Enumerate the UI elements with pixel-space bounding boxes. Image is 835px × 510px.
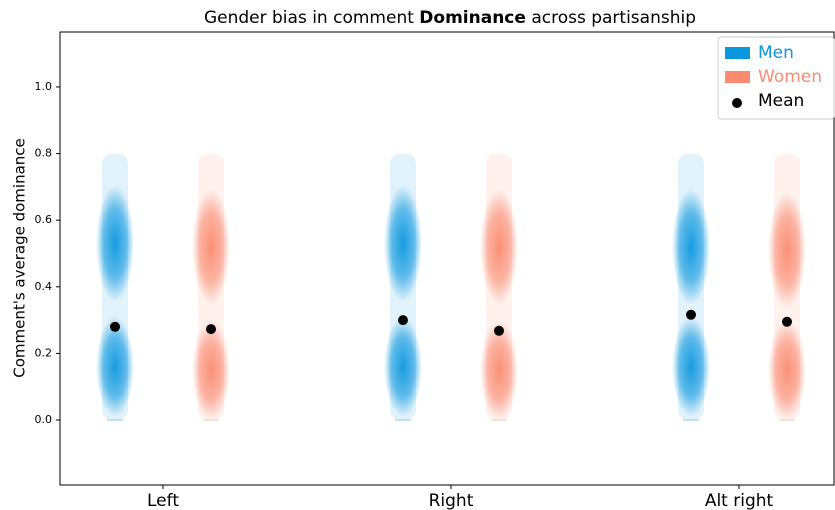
y-tick-label: 1.0	[35, 80, 53, 93]
cloud-density	[480, 188, 518, 305]
mean-dot	[686, 309, 696, 320]
legend-mean-dot	[732, 98, 742, 108]
chart-title: Gender bias in comment Dominance across …	[204, 8, 696, 28]
x-tick-label: Right	[429, 491, 474, 510]
legend-label: Mean	[758, 91, 804, 111]
cloud-density	[192, 188, 230, 305]
legend-patch	[725, 47, 750, 59]
cloud-density	[768, 192, 806, 309]
title-part: across partisanship	[526, 8, 696, 28]
cloud	[96, 153, 134, 421]
y-tick-label: 0.4	[35, 280, 53, 293]
cloud	[192, 153, 230, 421]
legend-label: Men	[758, 43, 794, 63]
cloud-density	[768, 320, 806, 421]
legend-label: Women	[758, 67, 822, 87]
x-tick-label: Alt right	[705, 491, 774, 510]
y-tick-label: 0.2	[35, 346, 53, 359]
cloud-density	[672, 316, 710, 417]
legend: Men Women Mean	[717, 36, 835, 120]
y-tick-label: 0.8	[35, 147, 53, 160]
title-part: Dominance	[419, 8, 526, 28]
cloud-density	[384, 185, 422, 302]
cloud	[480, 153, 518, 421]
mean-dot	[398, 315, 408, 326]
cloud	[672, 153, 710, 421]
cloud-density	[96, 185, 134, 302]
cloud-density	[192, 320, 230, 421]
mean-dot	[782, 316, 792, 327]
cloud-density	[384, 316, 422, 417]
legend-patch	[725, 71, 750, 83]
mean-dot	[206, 324, 216, 335]
cloud	[768, 153, 806, 421]
cloud	[384, 153, 422, 421]
cloud-density	[480, 320, 518, 421]
cloud-density	[96, 316, 134, 417]
y-axis-label: Comment's average dominance	[11, 138, 29, 378]
mean-dot	[110, 321, 120, 332]
y-tick-label: 0.6	[35, 213, 53, 226]
mean-dot	[494, 325, 504, 336]
cloud-density	[672, 188, 710, 305]
x-tick-label: Left	[147, 491, 179, 510]
plot-frame	[59, 31, 835, 486]
title-part: Gender bias in comment	[204, 8, 419, 28]
y-tick-label: 0.0	[35, 413, 53, 426]
